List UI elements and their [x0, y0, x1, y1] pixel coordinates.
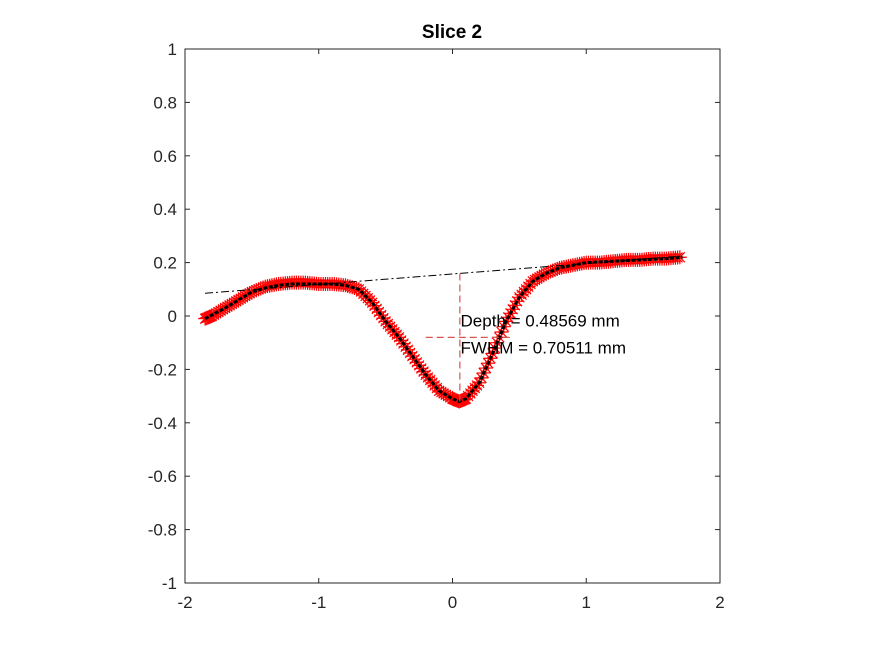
x-tick-label: 2	[715, 593, 724, 612]
asterisk-marker	[342, 279, 357, 294]
asterisk-marker	[400, 342, 415, 357]
y-tick-label: -1	[162, 574, 177, 593]
asterisk-marker	[365, 295, 380, 310]
x-tick-label: 0	[448, 593, 457, 612]
asterisk-marker	[392, 330, 406, 345]
asterisk-marker	[532, 270, 547, 285]
asterisk-marker	[414, 361, 429, 376]
data-point	[414, 361, 429, 376]
data-point	[235, 290, 250, 305]
data-point	[231, 292, 246, 307]
data-point	[532, 270, 547, 285]
y-tick-label: 1	[168, 40, 177, 59]
x-tick-label: -2	[177, 593, 192, 612]
asterisk-marker	[231, 292, 246, 307]
x-tick-label: 1	[582, 593, 591, 612]
asterisk-marker	[206, 307, 221, 322]
y-tick-label: 0.8	[153, 93, 177, 112]
x-tick-label: -1	[311, 593, 326, 612]
asterisk-marker	[548, 262, 563, 277]
chart-title: Slice 2	[422, 22, 482, 43]
data-point	[256, 280, 271, 295]
asterisk-marker	[441, 389, 456, 404]
data-point	[342, 279, 357, 294]
data-point	[548, 262, 563, 277]
y-tick-label: 0.4	[153, 200, 177, 219]
y-tick-label: -0.4	[148, 414, 177, 433]
data-point	[400, 342, 415, 357]
asterisk-marker	[672, 250, 687, 265]
annotations: Depth = 0.48569 mm FWHM = 0.70511 mm	[461, 312, 626, 358]
y-tick-label: 0	[168, 307, 177, 326]
data-point	[672, 250, 687, 265]
fwhm-annotation: FWHM = 0.70511 mm	[461, 338, 626, 357]
asterisk-marker	[507, 298, 522, 313]
y-tick-label: 0.2	[153, 254, 177, 273]
asterisk-marker	[256, 280, 271, 295]
plot-area	[198, 250, 687, 409]
y-tick-label: -0.6	[148, 467, 177, 486]
data-point	[240, 287, 255, 302]
asterisk-marker	[527, 272, 542, 287]
data-point	[392, 330, 406, 345]
data-point	[527, 272, 542, 287]
asterisk-marker	[244, 284, 259, 299]
asterisk-marker	[240, 287, 255, 302]
fitted-curve-line	[204, 255, 683, 403]
y-tick-label: 0.6	[153, 147, 177, 166]
asterisk-marker	[407, 352, 422, 367]
y-tick-label: -0.8	[148, 521, 177, 540]
data-point	[507, 298, 522, 313]
data-point	[374, 308, 389, 323]
depth-annotation: Depth = 0.48569 mm	[461, 312, 620, 331]
data-point	[206, 307, 221, 322]
data-point	[365, 295, 380, 310]
data-point	[244, 284, 259, 299]
asterisk-marker	[374, 308, 389, 323]
asterisk-marker	[235, 290, 250, 305]
data-point	[407, 352, 422, 367]
data-point	[441, 389, 456, 404]
y-tick-label: -0.2	[148, 360, 177, 379]
axes: -2 -1 0 1 2-1-0.8-0.6-0.4-0.200.20.40.60.81	[148, 40, 725, 612]
